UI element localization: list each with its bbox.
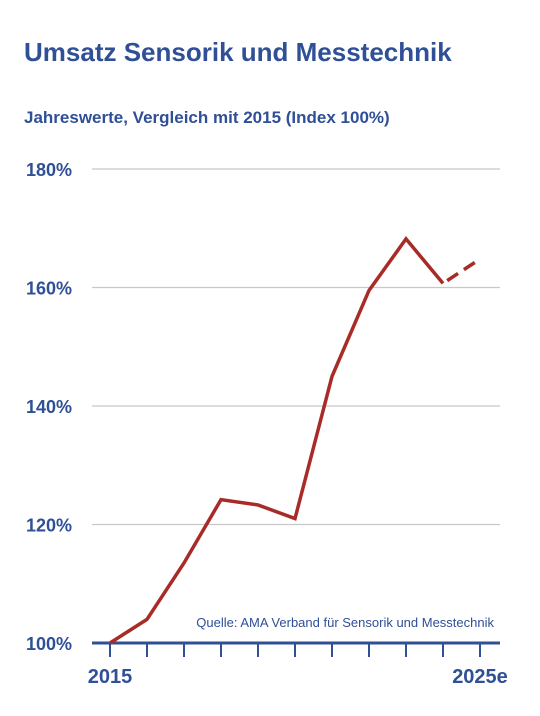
y-tick-label: 180% bbox=[26, 160, 72, 180]
x-tick-label: 2025e bbox=[452, 666, 508, 688]
y-tick-label: 100% bbox=[26, 634, 72, 654]
source-note: Quelle: AMA Verband für Sensorik und Mes… bbox=[196, 615, 494, 630]
x-tick-label: 2015 bbox=[88, 666, 133, 688]
chart-subtitle: Jahreswerte, Vergleich mit 2015 (Index 1… bbox=[24, 108, 390, 127]
series-line bbox=[109, 236, 445, 645]
chart-title: Umsatz Sensorik und Messtechnik bbox=[24, 37, 452, 67]
y-tick-label: 120% bbox=[26, 516, 72, 536]
y-tick-label: 160% bbox=[26, 279, 72, 299]
y-tick-label: 140% bbox=[26, 397, 72, 417]
series-line-estimate bbox=[442, 257, 481, 285]
